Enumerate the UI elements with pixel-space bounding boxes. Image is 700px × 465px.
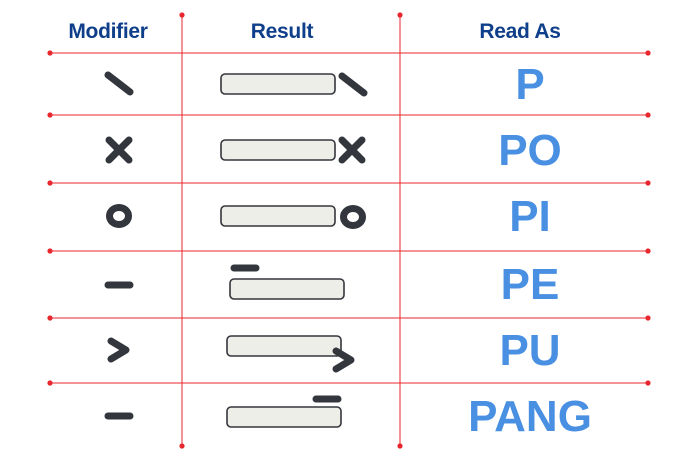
grid-dot xyxy=(179,443,185,449)
result-combination xyxy=(229,264,345,300)
grid-dot xyxy=(179,12,185,18)
read-as-value: PU xyxy=(499,326,561,375)
grid-dot xyxy=(645,315,651,321)
result-bar xyxy=(226,406,342,428)
read-as-value: PI xyxy=(509,192,551,241)
read-as-value: P xyxy=(515,60,545,109)
result-combination xyxy=(220,136,366,164)
x-cross-icon xyxy=(105,136,133,164)
result-combination xyxy=(220,205,366,229)
read-as-value: PANG xyxy=(468,392,592,441)
grid-dot xyxy=(47,112,53,118)
result-combination xyxy=(226,335,355,373)
grid-dot xyxy=(47,248,53,254)
grid-dot xyxy=(645,112,651,118)
chevron-right-icon xyxy=(332,347,355,373)
header-modifier: Modifier xyxy=(68,20,148,43)
result-bar xyxy=(229,278,345,300)
read-as-value: PO xyxy=(498,126,562,175)
backslash-stroke-icon xyxy=(104,71,134,96)
grid-dot xyxy=(47,380,53,386)
result-bar xyxy=(220,205,336,227)
circle-o-icon xyxy=(106,204,132,228)
header-result: Result xyxy=(250,20,314,43)
grid-dot xyxy=(645,380,651,386)
grid-dot xyxy=(47,315,53,321)
chevron-right-icon xyxy=(107,337,130,363)
result-combination xyxy=(220,72,368,97)
grid-dot xyxy=(645,50,651,56)
grid-dot xyxy=(397,12,403,18)
grid-dot xyxy=(47,180,53,186)
backslash-stroke-icon xyxy=(338,72,368,97)
grid-dot xyxy=(47,50,53,56)
grid-dot xyxy=(645,180,651,186)
grid-dot xyxy=(645,248,651,254)
x-cross-icon xyxy=(338,136,366,164)
grid-dot xyxy=(397,443,403,449)
header-read-as: Read As xyxy=(479,20,561,43)
result-bar xyxy=(220,139,336,161)
result-bar xyxy=(220,73,336,95)
result-bar xyxy=(226,335,342,357)
read-as-value: PE xyxy=(500,260,560,309)
result-combination xyxy=(226,395,342,428)
circle-o-icon xyxy=(340,205,366,229)
